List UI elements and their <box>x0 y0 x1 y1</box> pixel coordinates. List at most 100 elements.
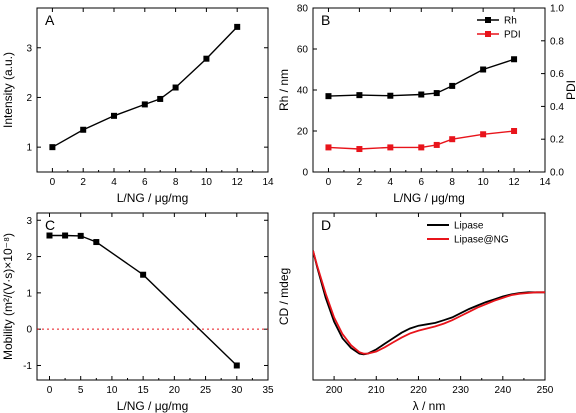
legend-label: Rh <box>504 16 517 27</box>
data-point <box>356 92 363 99</box>
y-axis-label: Rh / nm <box>277 69 291 111</box>
y-tick-label: 20 <box>297 127 309 138</box>
legend-item: Rh <box>477 16 517 27</box>
data-point <box>480 131 487 138</box>
legend-item: PDI <box>477 30 521 41</box>
x-tick-label: 14 <box>539 177 551 188</box>
data-point <box>356 146 363 153</box>
x-tick-label: 4 <box>388 177 394 188</box>
data-point <box>449 82 456 89</box>
legend-item: Lipase@NG <box>427 235 509 246</box>
legend-item: Lipase <box>427 221 484 232</box>
data-point <box>387 144 394 151</box>
x-tick-label: 8 <box>449 177 455 188</box>
y-right-axis-label: PDI <box>564 80 576 100</box>
data-point <box>433 141 440 148</box>
x-tick-label: 6 <box>142 177 148 188</box>
data-point <box>325 144 332 151</box>
data-point <box>93 239 100 246</box>
y-tick-label: 1 <box>26 143 32 154</box>
x-tick-label: 210 <box>368 385 385 396</box>
x-tick-label: 15 <box>138 385 150 396</box>
data-point <box>140 271 147 278</box>
y-axis-label: Mobility (m²/(V·s)×10⁻⁸) <box>1 233 15 360</box>
y-right-tick-label: 0.4 <box>550 102 564 113</box>
x-tick-label: 2 <box>80 177 86 188</box>
data-point <box>418 144 425 151</box>
y-tick-label: -1 <box>23 361 32 372</box>
series-line <box>313 250 545 356</box>
x-tick-label: 12 <box>509 177 521 188</box>
x-tick-label: 35 <box>262 385 274 396</box>
x-tick-label: 8 <box>173 177 179 188</box>
y-tick-label: 80 <box>297 4 309 15</box>
x-tick-label: 20 <box>169 385 181 396</box>
x-axis-label: L/NG / μg/mg <box>117 191 189 205</box>
series-lipase <box>313 250 545 356</box>
panel-c: 0 5 10 15 20 25 30 35 -1 0 1 2 3 C L/NG / μg/mg Mobilit… <box>1 212 274 413</box>
x-tick-label: 240 <box>494 385 511 396</box>
y-tick-label: 0 <box>302 168 308 179</box>
x-tick-label: 250 <box>537 385 554 396</box>
y-tick-label: 1 <box>26 288 32 299</box>
x-tick-label: 10 <box>201 177 213 188</box>
x-tick-label: 220 <box>410 385 427 396</box>
panel-d: 200 210 220 230 240 250 Dλ / nm CD / mdeg Lipase… <box>277 212 554 413</box>
y-tick-label: 60 <box>297 45 309 56</box>
x-tick-label: 0 <box>50 177 56 188</box>
y-tick-label: 2 <box>26 93 32 104</box>
series-line <box>328 58 515 97</box>
series-line <box>313 250 545 355</box>
data-point <box>387 92 394 99</box>
data-point <box>172 84 179 91</box>
data-point <box>141 101 148 108</box>
x-tick-label: 12 <box>232 177 244 188</box>
series-line <box>52 26 238 148</box>
plot-frame <box>36 212 269 381</box>
x-tick-label: 10 <box>106 385 118 396</box>
series-line <box>328 130 515 150</box>
data-point <box>511 128 518 134</box>
y-right-tick-label: 0.2 <box>550 135 564 146</box>
series-line <box>49 234 238 367</box>
data-point <box>234 23 241 30</box>
x-tick-label: 25 <box>200 385 212 396</box>
panel-b: 0 2 4 6 8 10 12 14 0 20 40 60 80 0.0 0.2 0.4 0.6 0.8 1.0 B L… <box>277 4 576 206</box>
x-tick-label: 230 <box>452 385 469 396</box>
series-data <box>49 23 241 151</box>
y-axis-label: Intensity (a.u.) <box>1 52 15 128</box>
panel-letter: D <box>321 217 331 233</box>
y-right-tick-label: 0.0 <box>550 168 564 179</box>
y-tick-label: 3 <box>26 216 32 227</box>
x-tick-label: 5 <box>78 385 84 396</box>
data-point <box>203 55 210 62</box>
data-point <box>62 232 69 239</box>
series-rh <box>325 56 518 100</box>
series-data <box>46 232 240 369</box>
x-tick-label: 30 <box>231 385 243 396</box>
x-tick-label: 6 <box>418 177 424 188</box>
data-point <box>233 362 240 369</box>
legend-marker <box>485 31 491 37</box>
x-axis-label: λ / nm <box>413 399 446 413</box>
data-point <box>480 66 487 73</box>
legend-label: Lipase <box>454 221 484 232</box>
x-tick-label: 14 <box>262 177 274 188</box>
plot-frame <box>36 7 269 173</box>
legend-marker <box>485 17 491 23</box>
data-point <box>49 144 56 151</box>
x-tick-label: 10 <box>478 177 490 188</box>
data-point <box>449 136 456 143</box>
legend-label: PDI <box>504 30 521 41</box>
y-right-tick-label: 1.0 <box>550 4 564 15</box>
x-axis-label: L/NG / μg/mg <box>117 399 189 413</box>
y-right-tick-label: 0.8 <box>550 36 564 47</box>
x-tick-label: 0 <box>47 385 53 396</box>
panel-letter: A <box>45 12 55 28</box>
data-point <box>511 56 518 63</box>
x-tick-label: 0 <box>326 177 332 188</box>
y-axis-label: CD / mdeg <box>277 268 291 325</box>
plot-frame <box>312 212 546 381</box>
